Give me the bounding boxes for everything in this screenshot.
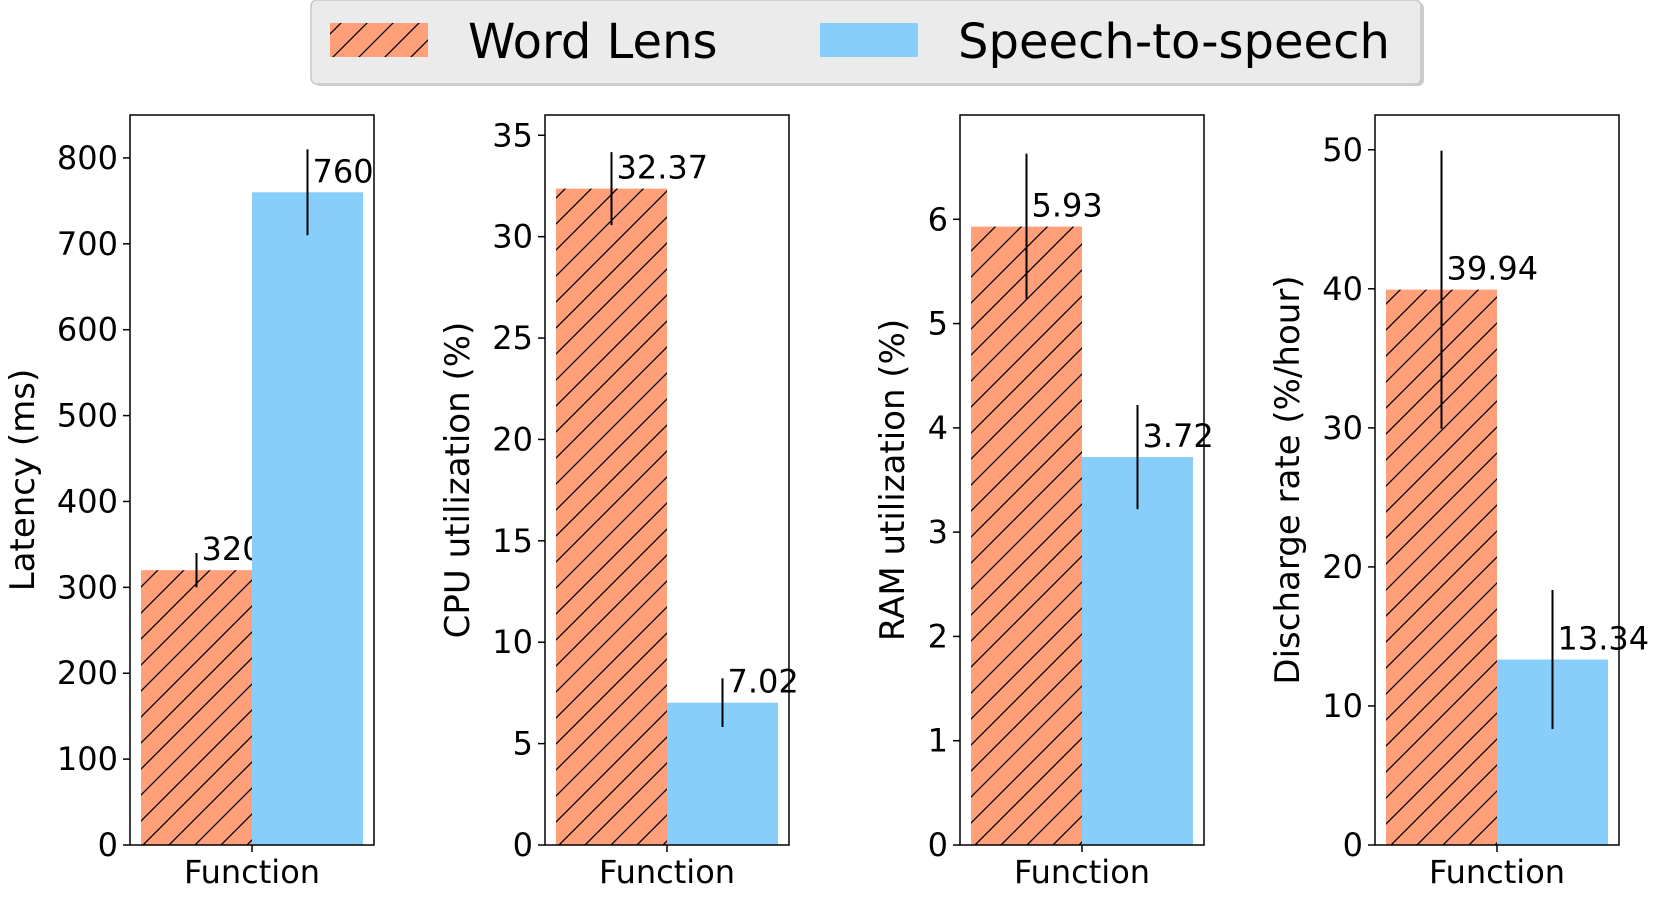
bar-word-lens-p3 xyxy=(971,226,1082,846)
chart-panel-2: 32.37 7.02 0 5 10 15 20 25 30 35 Function CPU utili… xyxy=(438,114,799,891)
y-tick-label: 0 xyxy=(513,826,533,864)
y-tick-label: 700 xyxy=(57,225,118,263)
y-tick-label: 25 xyxy=(492,319,533,357)
y-tick-label: 10 xyxy=(1322,687,1363,725)
legend-label-speech-to-speech: Speech-to-speech xyxy=(958,14,1390,70)
y-tick-label: 500 xyxy=(57,397,118,435)
data-label-word-lens-p2: 32.37 xyxy=(617,149,709,187)
y-tick-label: 5 xyxy=(513,725,533,763)
data-label-speech-to-speech-p3: 3.72 xyxy=(1143,417,1214,455)
data-label-word-lens-p4: 39.94 xyxy=(1447,250,1539,288)
y-tick-label: 5 xyxy=(928,305,948,343)
y-axis-label: Discharge rate (%/hour) xyxy=(1268,275,1308,684)
chart-panel-4: 39.94 13.34 0 10 20 30 40 50 Function Discharge r… xyxy=(1268,114,1650,891)
y-tick-label: 20 xyxy=(492,420,533,458)
y-axis-label: CPU utilization (%) xyxy=(438,322,478,639)
y-tick-label: 400 xyxy=(57,482,118,520)
x-tick-label: Function xyxy=(599,853,735,891)
data-label-word-lens-p3: 5.93 xyxy=(1032,187,1103,225)
bar-word-lens-p1 xyxy=(141,570,252,845)
legend-swatch-word-lens xyxy=(330,23,428,57)
legend-label-word-lens: Word Lens xyxy=(468,14,718,70)
y-tick-label: 50 xyxy=(1322,131,1363,169)
bar-word-lens-p2 xyxy=(556,188,667,845)
data-label-speech-to-speech-p2: 7.02 xyxy=(728,663,799,701)
data-label-speech-to-speech-p1: 760 xyxy=(313,152,374,190)
y-tick-label: 1 xyxy=(928,722,948,760)
y-tick-label: 0 xyxy=(98,826,118,864)
y-tick-label: 800 xyxy=(57,139,118,177)
y-tick-label: 600 xyxy=(57,311,118,349)
y-tick-label: 40 xyxy=(1322,270,1363,308)
x-tick-label: Function xyxy=(1429,853,1565,891)
y-tick-label: 200 xyxy=(57,654,118,692)
y-tick-label: 35 xyxy=(492,116,533,154)
legend: Word Lens Speech-to-speech xyxy=(310,0,1424,86)
bar-speech-to-speech-p3 xyxy=(1082,457,1193,845)
y-tick-label: 6 xyxy=(928,200,948,238)
y-tick-label: 15 xyxy=(492,522,533,560)
y-tick-label: 30 xyxy=(492,218,533,256)
chart-panel-1: 3207600100200300400500600700800FunctionL… xyxy=(3,114,375,891)
y-tick-label: 2 xyxy=(928,617,948,655)
y-tick-label: 4 xyxy=(928,409,948,447)
y-tick-label: 10 xyxy=(492,623,533,661)
y-tick-label: 30 xyxy=(1322,409,1363,447)
bar-speech-to-speech-p1 xyxy=(252,192,363,845)
y-tick-label: 20 xyxy=(1322,548,1363,586)
y-tick-label: 3 xyxy=(928,513,948,551)
y-tick-label: 0 xyxy=(1343,826,1363,864)
x-tick-label: Function xyxy=(184,853,320,891)
x-tick-label: Function xyxy=(1014,853,1150,891)
legend-swatch-speech-to-speech xyxy=(820,23,918,57)
y-tick-label: 300 xyxy=(57,568,118,606)
y-axis-label: Latency (ms) xyxy=(3,369,43,592)
chart-panel-3: 5.93 3.72 0 1 2 3 4 5 6 Function RAM utilization (… xyxy=(873,114,1214,891)
y-tick-label: 0 xyxy=(928,826,948,864)
y-axis-label: RAM utilization (%) xyxy=(873,319,913,641)
data-label-speech-to-speech-p4: 13.34 xyxy=(1558,620,1650,658)
y-tick-label: 100 xyxy=(57,740,118,778)
